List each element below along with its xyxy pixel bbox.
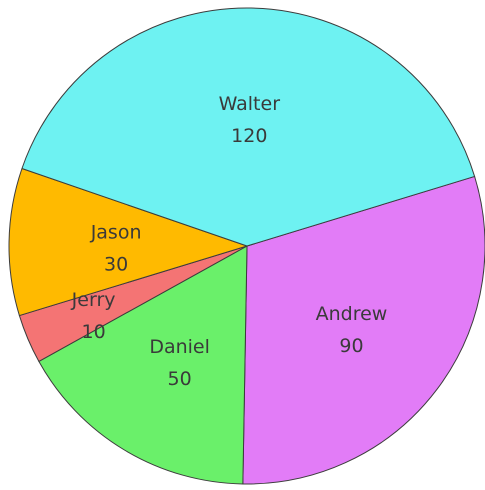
slice-label-name-jason: Jason: [90, 222, 142, 244]
pie-slices: [8, 7, 485, 485]
slice-label-name-andrew: Andrew: [316, 303, 388, 325]
slice-label-value-jerry: 10: [82, 321, 106, 343]
slice-label-value-daniel: 50: [168, 368, 192, 390]
slice-walter: [21, 7, 476, 247]
slice-label-value-jason: 30: [104, 254, 128, 276]
pie-labels: Andrew 90 Daniel 50 Jerry 10 Jason 30 Walter 120: [71, 93, 388, 390]
slice-label-value-walter: 120: [231, 125, 267, 147]
slice-label-name-daniel: Daniel: [149, 336, 210, 358]
slice-label-value-andrew: 90: [339, 335, 363, 357]
slice-label-name-walter: Walter: [219, 93, 281, 115]
slice-daniel: [38, 245, 248, 485]
slice-jason: [8, 168, 248, 317]
slice-label-name-jerry: Jerry: [71, 289, 116, 311]
